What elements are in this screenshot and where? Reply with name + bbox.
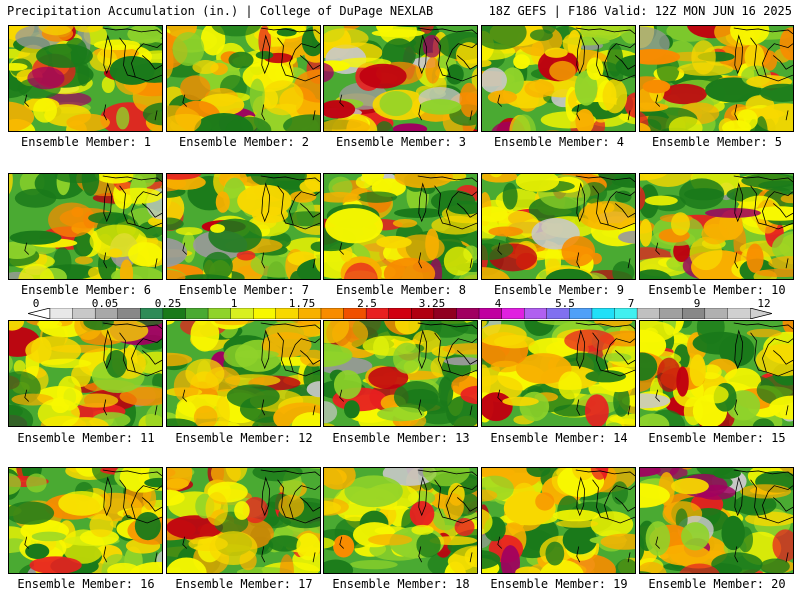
colorbar-swatch bbox=[185, 308, 209, 319]
colorbar-tick-label: 0.05 bbox=[91, 297, 119, 310]
ensemble-member-map bbox=[639, 320, 794, 427]
colorbar-swatch bbox=[501, 308, 525, 319]
ensemble-member-map bbox=[481, 173, 636, 280]
ensemble-member-map bbox=[323, 173, 478, 280]
ensemble-member-map bbox=[323, 320, 478, 427]
ensemble-member-map bbox=[8, 173, 163, 280]
colorbar-swatch bbox=[659, 308, 683, 319]
colorbar-tick-label: 0.25 bbox=[154, 297, 182, 310]
ensemble-member-map bbox=[166, 25, 321, 132]
member-caption: Ensemble Member: 17 bbox=[175, 577, 313, 591]
member-caption: Ensemble Member: 10 bbox=[648, 283, 786, 297]
map-title: Precipitation Accumulation (in.) | Colle… bbox=[7, 4, 434, 18]
member-caption: Ensemble Member: 5 bbox=[651, 135, 783, 149]
member-caption: Ensemble Member: 20 bbox=[648, 577, 786, 591]
colorbar-swatch bbox=[320, 308, 345, 319]
member-caption: Ensemble Member: 16 bbox=[17, 577, 155, 591]
ensemble-member-map bbox=[639, 25, 794, 132]
colorbar-tick-label: 12 bbox=[757, 297, 771, 310]
colorbar-tick-label: 0 bbox=[32, 297, 40, 310]
member-caption: Ensemble Member: 14 bbox=[490, 431, 628, 445]
ensemble-member-map bbox=[166, 173, 321, 280]
ensemble-member-map bbox=[166, 320, 321, 427]
ensemble-member-map bbox=[8, 467, 163, 574]
colorbar-swatch bbox=[523, 308, 548, 319]
colorbar-swatch bbox=[253, 308, 277, 319]
colorbar-tick-label: 9 bbox=[693, 297, 701, 310]
colorbar-swatch bbox=[207, 308, 232, 319]
colorbar-tick-label: 4 bbox=[494, 297, 502, 310]
ensemble-member-map bbox=[639, 467, 794, 574]
member-caption: Ensemble Member: 9 bbox=[493, 283, 625, 297]
model-valid-time: 18Z GEFS | F186 Valid: 12Z MON JUN 16 20… bbox=[488, 4, 792, 18]
member-caption: Ensemble Member: 13 bbox=[332, 431, 470, 445]
colorbar-tick-label: 1 bbox=[230, 297, 238, 310]
member-caption: Ensemble Member: 18 bbox=[332, 577, 470, 591]
member-caption: Ensemble Member: 4 bbox=[493, 135, 625, 149]
colorbar-swatch bbox=[456, 308, 480, 319]
colorbar-tick-label: 1.75 bbox=[288, 297, 316, 310]
member-caption: Ensemble Member: 6 bbox=[20, 283, 152, 297]
member-caption: Ensemble Member: 19 bbox=[490, 577, 628, 591]
colorbar-tick-label: 2.5 bbox=[357, 297, 377, 310]
ensemble-member-map bbox=[166, 467, 321, 574]
colorbar-tick-label: 7 bbox=[627, 297, 635, 310]
member-caption: Ensemble Member: 7 bbox=[178, 283, 310, 297]
colorbar-swatch bbox=[117, 308, 141, 319]
member-caption: Ensemble Member: 12 bbox=[175, 431, 313, 445]
colorbar-tick-label: 5.5 bbox=[555, 297, 575, 310]
member-caption: Ensemble Member: 8 bbox=[335, 283, 467, 297]
colorbar-swatch bbox=[388, 308, 412, 319]
colorbar-swatch bbox=[704, 308, 728, 319]
member-caption: Ensemble Member: 11 bbox=[17, 431, 155, 445]
ensemble-member-map bbox=[481, 25, 636, 132]
ensemble-member-map bbox=[323, 25, 478, 132]
ensemble-member-map bbox=[323, 467, 478, 574]
ensemble-member-map bbox=[8, 25, 163, 132]
member-caption: Ensemble Member: 2 bbox=[178, 135, 310, 149]
member-caption: Ensemble Member: 15 bbox=[648, 431, 786, 445]
ensemble-member-map bbox=[481, 467, 636, 574]
member-caption: Ensemble Member: 3 bbox=[335, 135, 467, 149]
colorbar bbox=[28, 308, 772, 319]
colorbar-swatch bbox=[591, 308, 616, 319]
colorbar-tick-label: 3.25 bbox=[418, 297, 446, 310]
ensemble-member-map bbox=[8, 320, 163, 427]
ensemble-member-map bbox=[481, 320, 636, 427]
colorbar-swatch bbox=[636, 308, 661, 319]
colorbar-swatch bbox=[49, 308, 74, 319]
ensemble-member-map bbox=[639, 173, 794, 280]
member-caption: Ensemble Member: 1 bbox=[20, 135, 152, 149]
colorbar-swatch bbox=[727, 308, 751, 319]
